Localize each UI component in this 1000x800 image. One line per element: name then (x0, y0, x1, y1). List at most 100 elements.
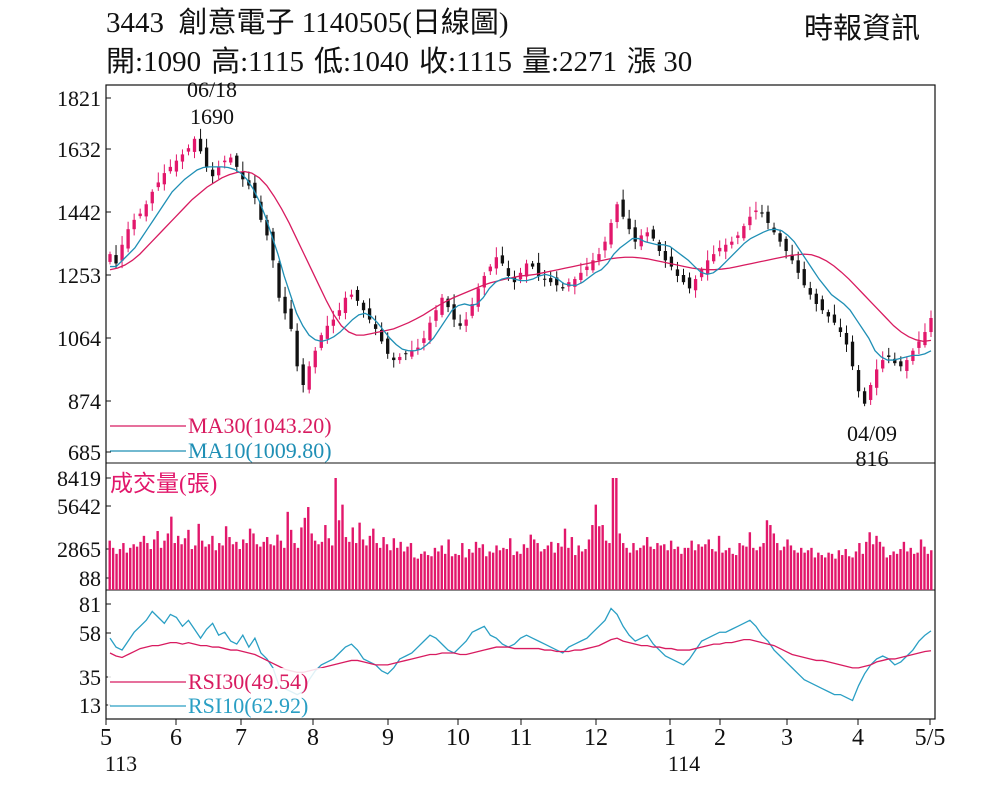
volume-bar (680, 553, 683, 590)
volume-bar (276, 534, 279, 590)
volume-bar (509, 538, 512, 590)
volume-bar (574, 555, 577, 590)
x-month-label: 2 (714, 725, 726, 751)
candle-body (808, 288, 812, 295)
volume-bar (806, 550, 810, 590)
candle-body (180, 154, 185, 162)
volume-bar (604, 540, 608, 590)
volume-bar (837, 550, 841, 590)
volume-bar (543, 549, 546, 590)
volume-bar (810, 547, 813, 590)
volume-bar (385, 544, 389, 590)
volume-bar (413, 557, 416, 590)
candle-body (210, 169, 215, 177)
candle-body (355, 289, 360, 301)
volume-bar (505, 549, 509, 590)
x-year-label: 114 (668, 751, 700, 776)
volume-bar (711, 549, 714, 590)
candle-body (386, 338, 390, 354)
candle-body (174, 160, 179, 172)
x-month-label: 12 (584, 725, 608, 751)
candle-body (156, 182, 160, 188)
volume-bar (176, 535, 180, 590)
volume-bar (361, 539, 365, 590)
candle-body (850, 341, 855, 367)
candle-body (585, 266, 589, 271)
high-value-label: 1690 (190, 104, 234, 129)
volume-bar (758, 546, 762, 590)
volume-bar (228, 537, 231, 590)
volume-bar (649, 546, 652, 590)
volume-bar (245, 543, 248, 590)
candle-body (198, 138, 203, 152)
volume-bar (820, 555, 823, 590)
volume-bar (926, 553, 930, 590)
candle-body (693, 279, 698, 291)
volume-bar (317, 544, 320, 590)
price-tick-label: 685 (68, 440, 101, 465)
candle-body (428, 322, 432, 341)
volume-bar (923, 546, 926, 590)
candle-body (754, 210, 758, 213)
volume-bar (300, 527, 303, 590)
volume-bar (265, 537, 269, 590)
volume-bar (471, 552, 474, 590)
candle-body (579, 272, 583, 280)
volume-bar (214, 550, 218, 590)
candle-body (138, 213, 142, 217)
volume-bar (149, 549, 152, 590)
volume-bar (207, 544, 211, 590)
volume-bar (687, 547, 690, 590)
candle-body (500, 255, 505, 264)
candle-body (416, 347, 420, 350)
volume-bar (580, 551, 584, 590)
candle-body (561, 287, 565, 289)
candle-body (844, 332, 849, 345)
candle-body (313, 350, 317, 368)
candle-body (555, 277, 559, 286)
candle-body (259, 201, 263, 220)
volume-bar (827, 552, 830, 590)
candle-body (162, 173, 166, 185)
low-value-label: 816 (856, 446, 889, 471)
candle-body (458, 323, 462, 326)
volume-bar (135, 546, 139, 590)
volume-bar (625, 547, 628, 590)
volume-bar (618, 533, 621, 590)
volume-bar (889, 555, 892, 590)
candle-body (705, 260, 710, 275)
candle-body (398, 356, 402, 361)
rsi10-line (109, 607, 932, 702)
rsi-tick-label: 35 (79, 665, 101, 690)
candle-body (283, 296, 287, 314)
volume-bar (467, 549, 471, 590)
volume-bar (430, 556, 433, 590)
volume-bar (440, 545, 443, 590)
candle-body (699, 269, 704, 278)
candle-body (893, 358, 897, 364)
volume-bar (372, 528, 375, 590)
candle-body (796, 260, 800, 273)
volume-bar (909, 547, 912, 590)
candle-body (482, 275, 486, 288)
volume-bar (170, 516, 173, 590)
volume-title: 成交量(張) (110, 471, 217, 496)
volume-bar (242, 539, 245, 590)
volume-bar (539, 551, 543, 590)
volume-bar (865, 541, 868, 590)
candle-body (476, 288, 480, 307)
rsi-tick-label: 58 (79, 621, 101, 646)
candle-body (440, 297, 444, 315)
volume-bar (146, 543, 149, 590)
volume-bar (416, 558, 420, 590)
volume-bar (450, 556, 454, 590)
ohlc-close: 收:1115 (419, 46, 512, 78)
volume-bar (447, 539, 450, 590)
volume-bar (183, 538, 187, 590)
volume-bar (707, 539, 710, 590)
volume-bar (738, 543, 741, 590)
candle-body (464, 319, 468, 326)
candle-body (881, 360, 885, 369)
volume-bar (930, 550, 933, 590)
volume-bar (789, 545, 793, 590)
